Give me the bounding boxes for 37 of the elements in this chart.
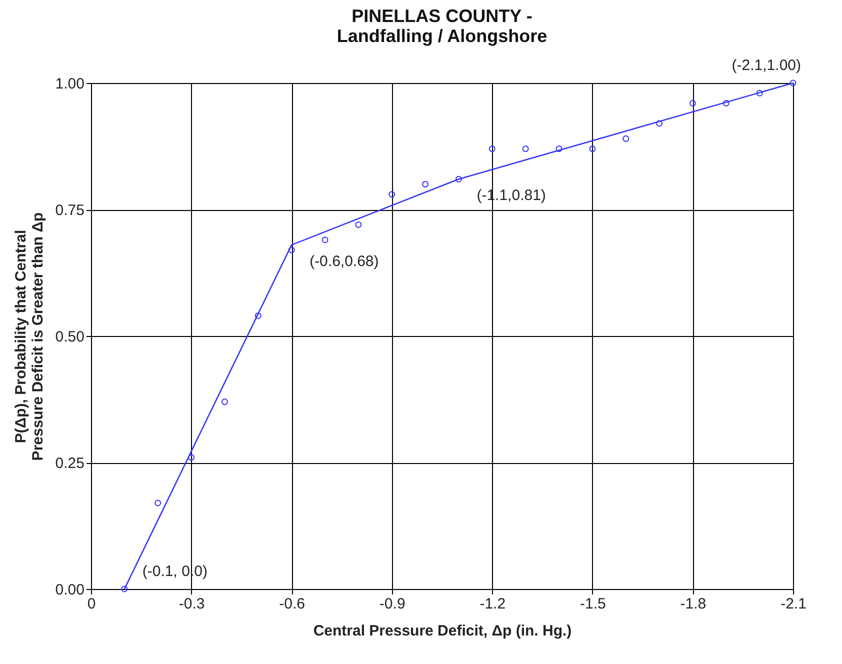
point: [188, 454, 195, 461]
point: [656, 120, 663, 127]
point: [355, 221, 362, 228]
point: [254, 312, 262, 319]
point: [288, 246, 295, 254]
y-axis-title: P(Δp), Probability that Central Pressure Deficit is Greater than Δp: [12, 212, 46, 461]
point: [455, 176, 462, 182]
annotation: (-2.1,1.00): [732, 57, 801, 74]
annotation: (-0.6,0.68): [310, 252, 379, 270]
point: [522, 146, 529, 152]
y-tick-label: 0.00: [55, 582, 84, 598]
point: [388, 191, 396, 198]
x-tick-label: 0: [87, 596, 96, 612]
point: [756, 90, 763, 96]
point: [556, 146, 562, 152]
point: [322, 236, 328, 244]
point: [622, 135, 630, 142]
x-tick-label: -0.6: [279, 596, 305, 612]
point: [154, 500, 162, 506]
x-tick-label: -0.9: [379, 596, 406, 612]
x-axis-title: Central Pressure Deficit, Δp (in. Hg.): [313, 622, 572, 640]
y-tick-label: 0.25: [55, 455, 84, 472]
point: [689, 100, 696, 106]
x-tick-label: -2.1: [780, 596, 806, 612]
point: [488, 146, 496, 152]
x-tick-label: -0.3: [178, 596, 205, 612]
y-tick-label: 0.75: [55, 202, 84, 219]
chart-title: PINELLAS COUNTY - Landfalling / Alongshore: [336, 6, 548, 46]
y-tick-label: 1.00: [55, 76, 84, 92]
point: [722, 100, 730, 106]
point: [221, 398, 228, 406]
point: [589, 146, 596, 152]
y-tick-label: 0.50: [55, 328, 84, 346]
x-tick-label: -1.8: [680, 596, 706, 612]
x-tick-label: -1.5: [580, 596, 606, 612]
point: [422, 180, 429, 188]
x-tick-label: -1.2: [480, 596, 506, 612]
